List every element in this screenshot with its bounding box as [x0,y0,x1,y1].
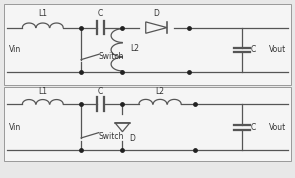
Text: Vout: Vout [269,123,286,132]
Text: Vout: Vout [269,45,286,54]
FancyBboxPatch shape [4,4,291,85]
Text: D: D [153,9,159,18]
Text: Switch: Switch [99,51,124,61]
Text: L1: L1 [38,87,47,96]
Text: C: C [250,123,255,132]
Text: D: D [129,134,135,143]
Text: C: C [250,45,255,54]
Text: L1: L1 [38,9,47,18]
FancyBboxPatch shape [4,87,291,161]
Text: C: C [98,87,103,96]
Text: L2: L2 [155,87,165,96]
Text: Vin: Vin [9,45,21,54]
Text: Switch: Switch [99,132,124,141]
Text: C: C [98,9,103,18]
Text: L2: L2 [130,44,139,53]
Text: Vin: Vin [9,123,21,132]
